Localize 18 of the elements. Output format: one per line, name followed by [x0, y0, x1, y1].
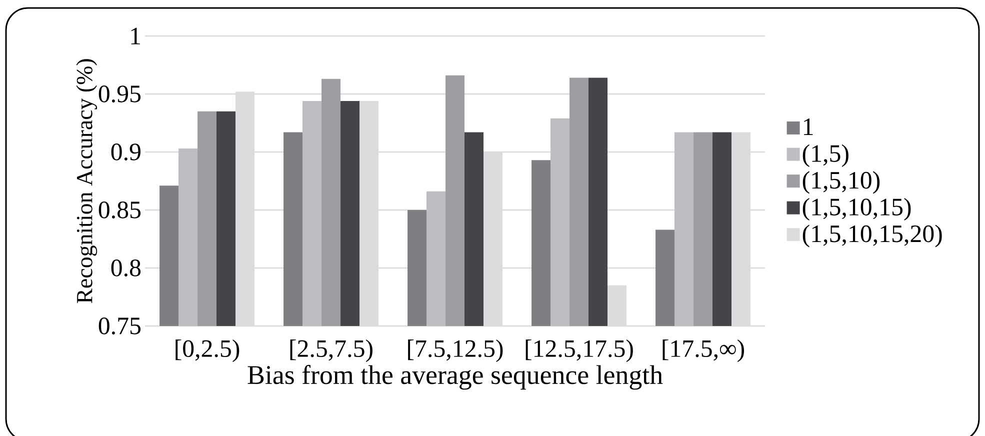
x-tick-label: [7.5,12.5) — [408, 340, 503, 362]
x-axis-title: Bias from the average sequence length — [248, 364, 663, 390]
y-tick-label: 0.8 — [111, 260, 141, 276]
legend-label: 1 — [804, 118, 813, 135]
x-tick-label: [12.5,17.5) — [526, 340, 633, 362]
y-tick-label: 0.75 — [98, 318, 141, 334]
x-tick-label: [0,2.5) — [176, 340, 240, 362]
x-tick-label: [2.5,7.5) — [290, 340, 372, 362]
y-tick-label: 0.9 — [111, 144, 140, 160]
legend-label: (1,5,10,15,20) — [802, 224, 942, 248]
legend-label: (1,5,10,15) — [802, 198, 911, 221]
y-tick-label: 0.85 — [98, 202, 141, 218]
legend-label: (1,5,10) — [802, 171, 880, 194]
y-tick-label: 1 — [131, 28, 140, 44]
legend-label: (1,5) — [802, 144, 848, 167]
x-tick-label: [17.5,∞) — [662, 340, 744, 362]
y-tick-label: 0.95 — [98, 86, 141, 102]
y-axis-title: Recognition Accuracy (%) — [76, 59, 98, 304]
